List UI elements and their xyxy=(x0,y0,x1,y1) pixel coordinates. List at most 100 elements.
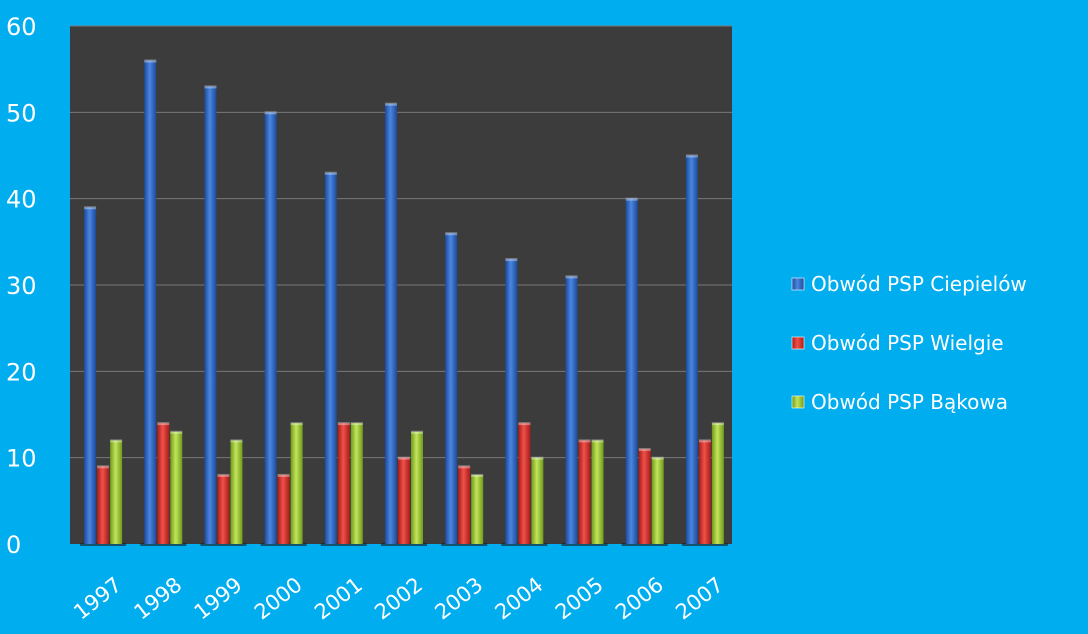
bar-cap xyxy=(458,465,471,469)
bar-cap xyxy=(711,422,724,426)
bar-cap xyxy=(110,439,123,443)
bar-cap xyxy=(97,465,110,469)
y-tick-label: 20 xyxy=(6,358,37,386)
x-tick-label: 2006 xyxy=(611,573,668,625)
bar-obw-d-psp-wielgie-2005 xyxy=(578,440,591,544)
bar-cap xyxy=(531,456,544,460)
bar-obw-d-psp-ciepiel-w-2005 xyxy=(565,276,578,544)
legend-entry-label: Obwód PSP Bąkowa xyxy=(811,390,1008,414)
x-tick-label: 1999 xyxy=(190,573,247,625)
bar-obw-d-psp-b-kowa-2000 xyxy=(290,423,303,544)
bar-obw-d-psp-wielgie-1999 xyxy=(217,474,230,544)
legend-entry-label: Obwód PSP Wielgie xyxy=(811,331,1004,355)
bar-base xyxy=(320,543,367,546)
bar-obw-d-psp-wielgie-2000 xyxy=(277,474,290,544)
bar-obw-d-psp-ciepiel-w-2006 xyxy=(625,198,638,544)
bar-obw-d-psp-ciepiel-w-2002 xyxy=(385,103,397,544)
bar-base xyxy=(681,543,728,546)
bar-cap xyxy=(651,456,664,460)
legend-swatch xyxy=(791,336,805,350)
x-tick-label: 1997 xyxy=(69,573,126,625)
bar-base xyxy=(260,543,307,546)
bar-obw-d-psp-wielgie-2003 xyxy=(458,466,471,544)
bar-cap xyxy=(290,422,303,426)
x-tick-label: 2002 xyxy=(370,573,427,625)
bar-cap xyxy=(217,473,230,477)
bar-obw-d-psp-ciepiel-w-1997 xyxy=(84,207,97,545)
bar-obw-d-psp-b-kowa-1999 xyxy=(230,440,243,544)
bar-cap xyxy=(337,422,350,426)
bar-cap xyxy=(204,85,217,89)
bar-obw-d-psp-ciepiel-w-2003 xyxy=(445,233,458,544)
x-tick-label: 1998 xyxy=(130,573,187,625)
bar-cap xyxy=(591,439,604,443)
bar-obw-d-psp-ciepiel-w-2000 xyxy=(264,112,277,544)
x-tick-label: 2003 xyxy=(430,573,487,625)
x-tick-label: 2005 xyxy=(551,573,608,625)
bar-obw-d-psp-b-kowa-1997 xyxy=(110,440,123,544)
bar-cap xyxy=(518,422,531,426)
y-tick-label: 30 xyxy=(6,272,37,300)
bar-base xyxy=(621,543,668,546)
bar-obw-d-psp-b-kowa-2007 xyxy=(711,423,724,544)
bar-obw-d-psp-b-kowa-2002 xyxy=(411,431,423,544)
legend-entry-label: Obwód PSP Ciepielów xyxy=(811,272,1027,296)
bars xyxy=(80,59,728,546)
bar-cap xyxy=(385,102,397,106)
bar-cap xyxy=(84,206,97,210)
bar-cap xyxy=(505,258,518,262)
bar-cap xyxy=(445,232,458,236)
bar-obw-d-psp-b-kowa-2001 xyxy=(350,423,363,544)
bar-obw-d-psp-b-kowa-2003 xyxy=(471,474,484,544)
bar-obw-d-psp-wielgie-1998 xyxy=(157,423,170,544)
bar-obw-d-psp-wielgie-2007 xyxy=(698,440,711,544)
bar-cap xyxy=(264,111,277,115)
bar-obw-d-psp-b-kowa-2004 xyxy=(531,457,544,544)
bar-cap xyxy=(698,439,711,443)
bar-obw-d-psp-b-kowa-2006 xyxy=(651,457,664,544)
x-tick-label: 2000 xyxy=(250,573,307,625)
y-axis-ticks: 0 10 20 30 40 50 60 xyxy=(6,13,37,559)
x-axis-ticks: 1997 1998 1999 2000 2001 2002 2003 2004 2005 2006… xyxy=(69,573,728,625)
x-tick-label: 2007 xyxy=(671,573,728,625)
bar-cap xyxy=(230,439,243,443)
bar-obw-d-psp-b-kowa-1998 xyxy=(170,431,183,544)
bar-cap xyxy=(471,473,484,477)
bar-obw-d-psp-ciepiel-w-1999 xyxy=(204,86,217,544)
bar-cap xyxy=(638,448,651,452)
bar-base xyxy=(80,543,127,546)
bar-obw-d-psp-wielgie-1997 xyxy=(97,466,110,544)
legend: Obwód PSP Ciepielów Obwód PSP Wielgie Obwó… xyxy=(791,272,1027,414)
bar-cap xyxy=(411,430,423,434)
bar-obw-d-psp-wielgie-2001 xyxy=(337,423,350,544)
bar-cap xyxy=(170,430,183,434)
y-tick-label: 60 xyxy=(6,13,37,41)
bar-cap xyxy=(324,171,337,175)
bar-base xyxy=(501,543,548,546)
bar-cap xyxy=(277,473,290,477)
bar-obw-d-psp-wielgie-2004 xyxy=(518,423,531,544)
legend-swatch xyxy=(791,395,805,409)
bar-cap xyxy=(685,154,698,158)
bar-cap xyxy=(144,59,157,63)
bar-cap xyxy=(578,439,591,443)
bar-obw-d-psp-wielgie-2006 xyxy=(638,449,651,544)
x-tick-label: 2004 xyxy=(491,573,548,625)
bar-base xyxy=(381,543,427,546)
bar-base xyxy=(140,543,187,546)
bar-cap xyxy=(625,197,638,201)
bar-cap xyxy=(350,422,363,426)
y-tick-label: 10 xyxy=(6,445,37,473)
y-tick-label: 50 xyxy=(6,99,37,127)
x-tick-label: 2001 xyxy=(310,573,367,625)
y-tick-label: 0 xyxy=(6,531,21,559)
bar-obw-d-psp-ciepiel-w-2001 xyxy=(324,172,337,544)
bar-obw-d-psp-ciepiel-w-2007 xyxy=(685,155,698,544)
bar-base xyxy=(561,543,608,546)
bar-obw-d-psp-ciepiel-w-1998 xyxy=(144,60,157,545)
bar-cap xyxy=(157,422,170,426)
bar-obw-d-psp-ciepiel-w-2004 xyxy=(505,259,518,544)
bar-cap xyxy=(398,456,410,460)
bar-obw-d-psp-wielgie-2002 xyxy=(398,457,410,544)
